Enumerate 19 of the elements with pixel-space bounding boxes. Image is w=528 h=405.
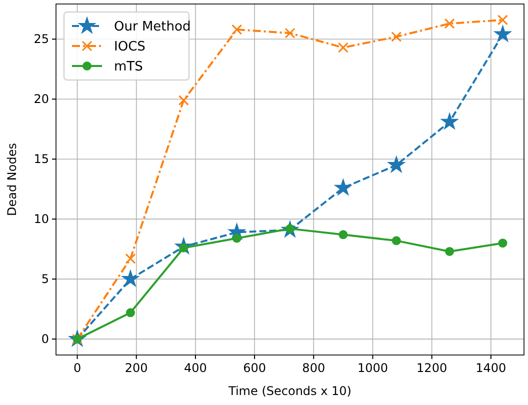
y-axis-title: Dead Nodes	[5, 143, 19, 216]
y-tick-label: 0	[41, 332, 49, 346]
y-tick-label: 5	[41, 272, 49, 286]
y-tick-label: 10	[34, 212, 49, 226]
x-tick-label: 0	[73, 361, 82, 375]
x-tick-label: 400	[184, 361, 207, 375]
legend-label: Our Method	[114, 20, 191, 34]
y-tick-label: 20	[34, 92, 49, 106]
x-tick-label: 1000	[357, 361, 388, 375]
x-tick-label: 600	[243, 361, 266, 375]
y-tick-label: 15	[34, 152, 49, 166]
x-tick-label: 800	[302, 361, 326, 375]
legend-label: mTS	[114, 60, 143, 74]
x-axis-title: Time (Seconds x 10)	[228, 384, 352, 398]
x-tick-label: 1200	[416, 361, 448, 375]
y-tick-label: 25	[34, 32, 49, 46]
legend-label: IOCS	[114, 40, 146, 54]
x-tick-label: 200	[124, 361, 148, 375]
x-tick-label: 1400	[476, 361, 506, 375]
